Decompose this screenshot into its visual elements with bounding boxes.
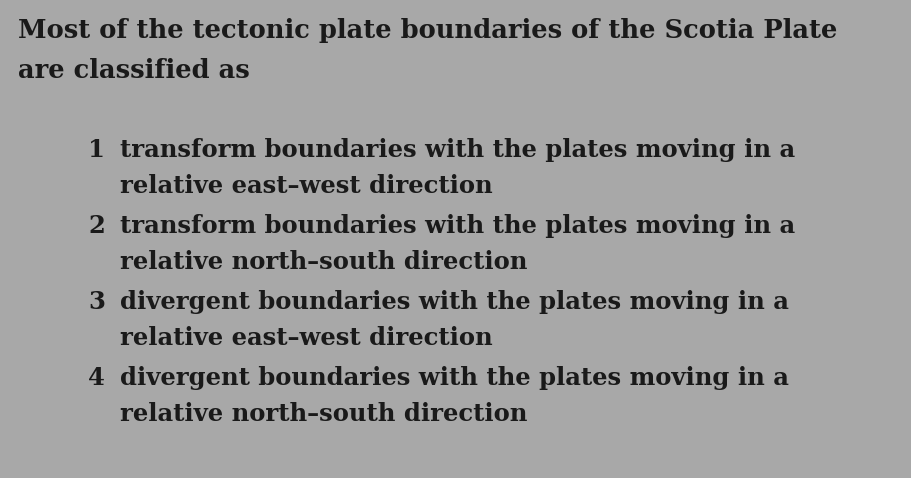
Text: relative east–west direction: relative east–west direction — [120, 174, 492, 198]
Text: 2: 2 — [88, 214, 105, 238]
Text: relative north–south direction: relative north–south direction — [120, 250, 527, 274]
Text: relative east–west direction: relative east–west direction — [120, 326, 492, 350]
Text: 1: 1 — [88, 138, 105, 162]
Text: Most of the tectonic plate boundaries of the Scotia Plate: Most of the tectonic plate boundaries of… — [18, 18, 836, 43]
Text: are classified as: are classified as — [18, 58, 250, 83]
Text: relative north–south direction: relative north–south direction — [120, 402, 527, 426]
Text: divergent boundaries with the plates moving in a: divergent boundaries with the plates mov… — [120, 366, 788, 390]
Text: 4: 4 — [88, 366, 105, 390]
Text: transform boundaries with the plates moving in a: transform boundaries with the plates mov… — [120, 138, 794, 162]
Text: 3: 3 — [88, 290, 105, 314]
Text: divergent boundaries with the plates moving in a: divergent boundaries with the plates mov… — [120, 290, 788, 314]
Text: transform boundaries with the plates moving in a: transform boundaries with the plates mov… — [120, 214, 794, 238]
